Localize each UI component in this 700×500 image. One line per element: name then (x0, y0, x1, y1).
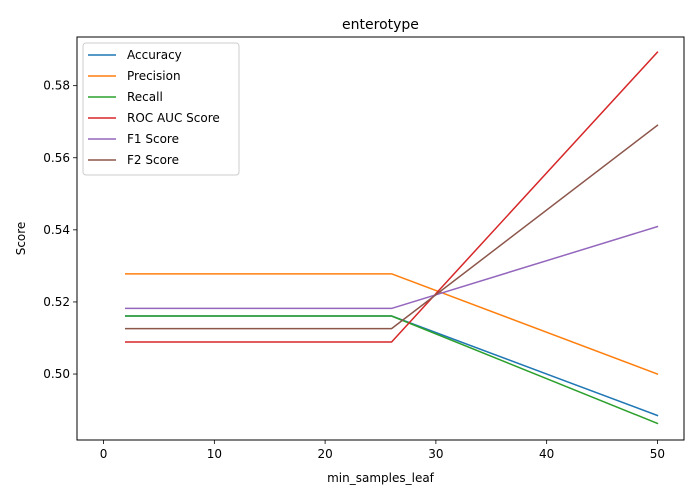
x-axis-label: min_samples_leaf (327, 471, 435, 485)
plot-lines (124, 51, 659, 425)
x-axis: 0 10 20 30 40 50 (100, 440, 665, 461)
y-tick-label: 0.52 (43, 295, 70, 309)
series-line-precision (124, 273, 659, 375)
legend: Accuracy Precision Recall ROC AUC Score F1 S… (82, 42, 240, 176)
x-tick-label: 10 (207, 447, 222, 461)
y-tick-label: 0.58 (43, 79, 70, 93)
x-tick-label: 50 (650, 447, 665, 461)
legend-label-roc-auc-score: ROC AUC Score (127, 111, 220, 125)
legend-label-accuracy: Accuracy (127, 48, 182, 62)
series-line-f1-score (124, 225, 659, 310)
y-tick-label: 0.56 (43, 151, 70, 165)
legend-label-f1-score: F1 Score (127, 132, 179, 146)
y-tick-label: 0.54 (43, 223, 70, 237)
axes-frame (76, 36, 685, 441)
x-tick-label: 0 (100, 447, 108, 461)
series-line-roc-auc-score (124, 51, 659, 343)
legend-label-precision: Precision (127, 69, 181, 83)
series-line-recall (124, 315, 659, 425)
y-axis: 0.50 0.52 0.54 0.56 0.58 (43, 79, 77, 381)
series-line-f2-score (124, 124, 659, 330)
legend-box (82, 42, 240, 176)
legend-label-recall: Recall (127, 90, 163, 104)
chart-title: enterotype (342, 17, 419, 33)
x-tick-label: 20 (317, 447, 332, 461)
legend-label-f2-score: F2 Score (127, 153, 179, 167)
y-tick-label: 0.50 (43, 367, 70, 381)
x-tick-label: 30 (428, 447, 443, 461)
y-axis-label: Score (14, 222, 28, 256)
x-tick-label: 40 (539, 447, 554, 461)
